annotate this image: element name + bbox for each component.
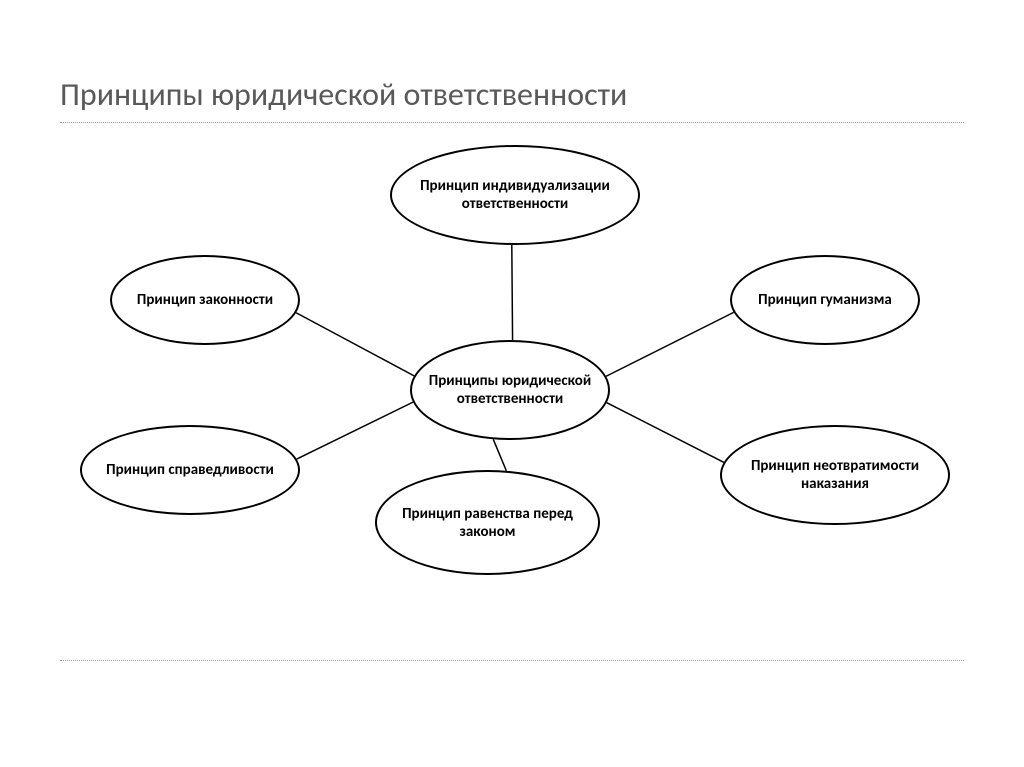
node-right-lower: Принцип неотвратимости наказания [720, 425, 950, 525]
node-label: Принцип равенства перед законом [393, 505, 582, 541]
edge [606, 312, 734, 376]
edge [297, 402, 413, 459]
node-label: Принцип индивидуализации ответственности [408, 177, 622, 213]
node-bottom: Принцип равенства перед законом [375, 470, 600, 575]
edge [296, 313, 414, 376]
node-right-upper: Принцип гуманизма [730, 255, 920, 345]
node-left-lower: Принцип справедливости [80, 425, 300, 515]
node-left-upper: Принцип законности [110, 255, 300, 345]
node-label: Принцип справедливости [106, 461, 274, 479]
edge [512, 245, 513, 340]
node-center: Принципы юридической ответственности [410, 340, 610, 440]
node-label: Принцип законности [137, 291, 273, 309]
diagram-container: Принципы юридической ответственности При… [0, 135, 1024, 645]
divider-top [60, 122, 964, 123]
divider-bottom [60, 660, 964, 661]
edge [607, 403, 724, 463]
slide-title: Принципы юридической ответственности [60, 75, 627, 114]
node-label: Принцип неотвратимости наказания [738, 457, 932, 493]
node-label: Принципы юридической ответственности [428, 372, 592, 408]
node-label: Принцип гуманизма [758, 291, 892, 309]
edge [493, 439, 506, 470]
node-top: Принцип индивидуализации ответственности [390, 145, 640, 245]
